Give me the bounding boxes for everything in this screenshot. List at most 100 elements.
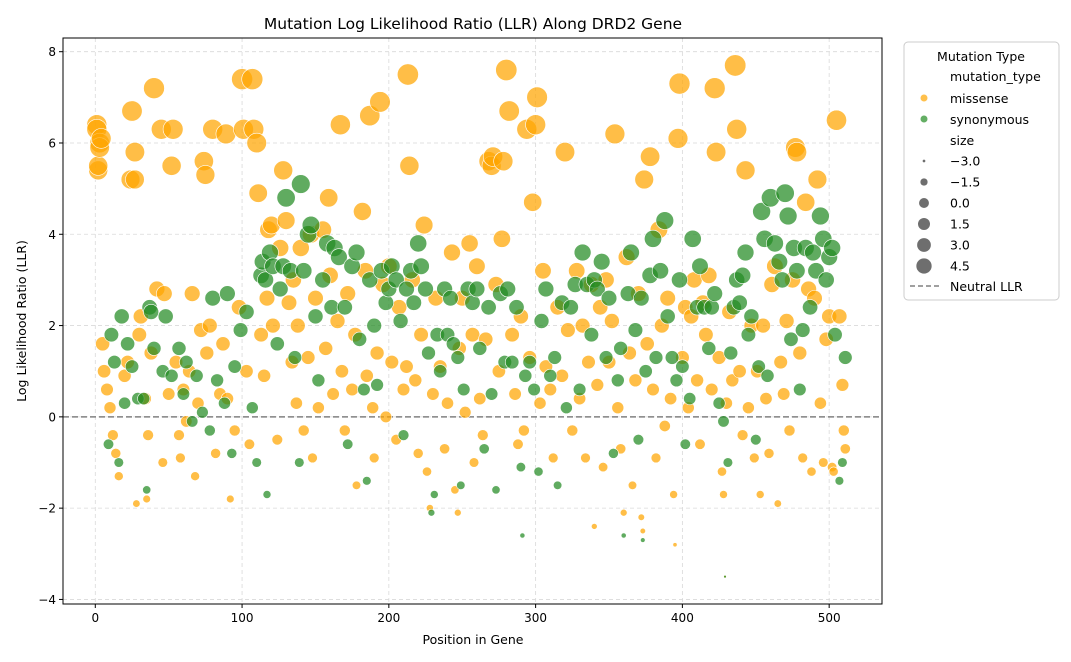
synonymous-point	[480, 299, 497, 316]
synonymous-point	[124, 359, 140, 374]
synonymous-point	[731, 294, 748, 311]
missense-point	[749, 452, 760, 464]
synonymous-point	[522, 354, 537, 370]
missense-point	[156, 285, 173, 302]
synonymous-point	[793, 382, 807, 397]
legend-title: Mutation Type	[937, 49, 1025, 64]
missense-point	[554, 142, 576, 163]
synonymous-point	[314, 271, 332, 289]
synonymous-point	[417, 280, 434, 298]
missense-point	[339, 285, 356, 302]
synonymous-point	[508, 299, 525, 316]
missense-point	[464, 327, 481, 343]
synonymous-point	[669, 373, 684, 388]
synonymous-point	[472, 341, 488, 356]
missense-point	[414, 215, 434, 235]
synonymous-point	[157, 308, 174, 325]
missense-point	[369, 91, 391, 113]
synonymous-point	[722, 457, 734, 468]
missense-point	[142, 494, 151, 504]
missense-point	[724, 54, 747, 77]
missense-point	[580, 452, 591, 464]
synonymous-point	[102, 438, 115, 450]
missense-point	[100, 382, 114, 397]
missense-point	[664, 392, 678, 406]
missense-point	[650, 452, 662, 464]
synonymous-point	[691, 257, 709, 275]
missense-point	[184, 285, 201, 302]
synonymous-point	[600, 290, 618, 307]
missense-point	[639, 336, 655, 352]
missense-point	[399, 155, 420, 176]
missense-point	[763, 448, 775, 459]
missense-point	[458, 406, 472, 419]
missense-point	[248, 183, 268, 203]
missense-point	[698, 327, 714, 343]
synonymous-point	[295, 262, 313, 280]
synonymous-point	[499, 280, 516, 298]
synonymous-point	[351, 331, 367, 347]
synonymous-point	[671, 271, 688, 289]
synonymous-point	[838, 350, 853, 365]
chart-title: Mutation Log Likelihood Ratio (LLR) Alon…	[264, 15, 682, 33]
missense-point	[581, 354, 596, 370]
synonymous-point	[227, 359, 242, 374]
missense-point	[369, 345, 385, 361]
legend-missense-label: missense	[950, 91, 1009, 106]
missense-point	[742, 401, 755, 415]
synonymous-point	[113, 308, 130, 325]
missense-point	[396, 382, 411, 397]
synonymous-point	[562, 299, 579, 316]
missense-point	[326, 387, 340, 401]
synonymous-point	[622, 243, 640, 262]
missense-point	[195, 165, 216, 185]
x-axis-label: Position in Gene	[422, 632, 523, 647]
synonymous-point	[485, 387, 499, 401]
missense-point	[307, 290, 324, 307]
missense-point	[504, 327, 520, 343]
synonymous-point	[232, 322, 249, 338]
missense-point	[777, 387, 791, 401]
missense-point	[839, 443, 851, 455]
missense-point	[828, 466, 839, 477]
missense-point	[408, 373, 423, 388]
synonymous-point	[276, 188, 296, 208]
synonymous-point	[788, 262, 806, 280]
missense-point	[627, 480, 638, 490]
synonymous-point	[533, 313, 550, 329]
missense-point	[422, 466, 432, 477]
missense-point	[450, 485, 460, 495]
legend-size-header: size	[950, 133, 975, 148]
synonymous-point	[269, 336, 285, 352]
missense-point	[173, 429, 185, 441]
synonymous-point	[196, 406, 209, 419]
missense-point	[215, 123, 237, 145]
missense-point	[525, 114, 546, 136]
synonymous-point	[164, 368, 179, 383]
synonymous-point	[405, 294, 422, 311]
synonymous-point	[717, 415, 730, 428]
legend-hue-header: mutation_type	[950, 69, 1041, 84]
synonymous-point	[218, 396, 231, 410]
missense-point	[441, 396, 454, 410]
missense-point	[672, 542, 678, 548]
synonymous-point	[553, 480, 563, 490]
synonymous-points	[102, 174, 853, 579]
missense-point	[132, 499, 141, 508]
synonymous-point	[330, 248, 348, 266]
synonymous-point	[760, 368, 775, 383]
missense-point	[523, 192, 543, 212]
synonymous-point	[142, 485, 152, 495]
missense-point	[345, 382, 359, 397]
missense-point	[258, 290, 276, 307]
missense-point	[228, 424, 241, 437]
missense-point	[318, 341, 334, 356]
synonymous-point	[143, 303, 160, 320]
synonymous-point	[515, 462, 526, 473]
synonymous-point	[251, 457, 262, 468]
missense-point	[831, 308, 848, 325]
missense-point	[124, 142, 145, 163]
missense-point	[271, 434, 283, 446]
synonymous-point	[347, 243, 366, 262]
synonymous-point	[664, 350, 680, 365]
